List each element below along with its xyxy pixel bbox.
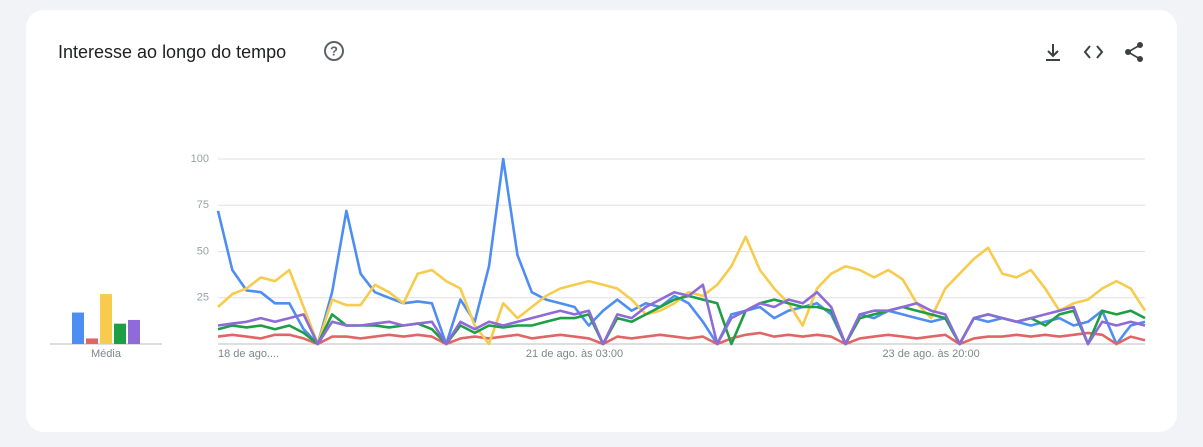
bar	[100, 294, 112, 344]
bar	[72, 312, 84, 344]
bar	[86, 338, 98, 344]
series-line	[217, 331, 1146, 346]
bar	[114, 323, 126, 344]
share-icon[interactable]	[1125, 42, 1143, 62]
x-tick-label: 23 de ago. às 20:00	[882, 348, 979, 360]
series-line	[217, 283, 1146, 346]
y-tick-label: 75	[197, 199, 209, 211]
download-icon[interactable]	[1046, 44, 1060, 61]
y-tick-label: 100	[191, 153, 209, 165]
bar-category: Média	[91, 348, 122, 360]
svg-text:?: ?	[330, 43, 338, 58]
card	[26, 10, 1177, 432]
help-icon[interactable]: ?	[324, 41, 344, 61]
y-tick-label: 25	[197, 292, 209, 304]
title: Interesse ao longo do tempo	[58, 42, 286, 62]
x-tick-label: 18 de ago....	[218, 348, 279, 360]
x-tick-label: 21 de ago. às 03:00	[526, 348, 623, 360]
bar	[128, 319, 140, 344]
y-tick-label: 50	[197, 245, 209, 257]
embed-icon[interactable]	[1083, 45, 1104, 59]
